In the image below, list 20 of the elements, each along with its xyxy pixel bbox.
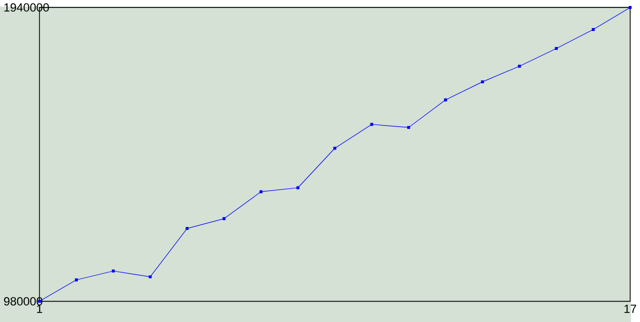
x-tick-label: 1 — [37, 304, 42, 313]
point — [444, 98, 448, 102]
point — [370, 122, 374, 126]
point — [481, 80, 484, 84]
point — [518, 64, 521, 68]
y-tick-label: 1940000 — [4, 3, 49, 12]
x-tick-label: 17 — [624, 304, 636, 313]
point — [296, 186, 300, 190]
point — [592, 28, 595, 31]
point — [407, 126, 410, 129]
point — [333, 146, 336, 150]
point — [222, 217, 226, 220]
point — [260, 190, 262, 194]
point — [554, 46, 558, 50]
point — [148, 275, 152, 278]
point — [186, 226, 189, 230]
point — [74, 278, 78, 282]
y-tick-label: 980000 — [4, 297, 42, 306]
point — [112, 270, 115, 272]
point — [628, 6, 632, 9]
